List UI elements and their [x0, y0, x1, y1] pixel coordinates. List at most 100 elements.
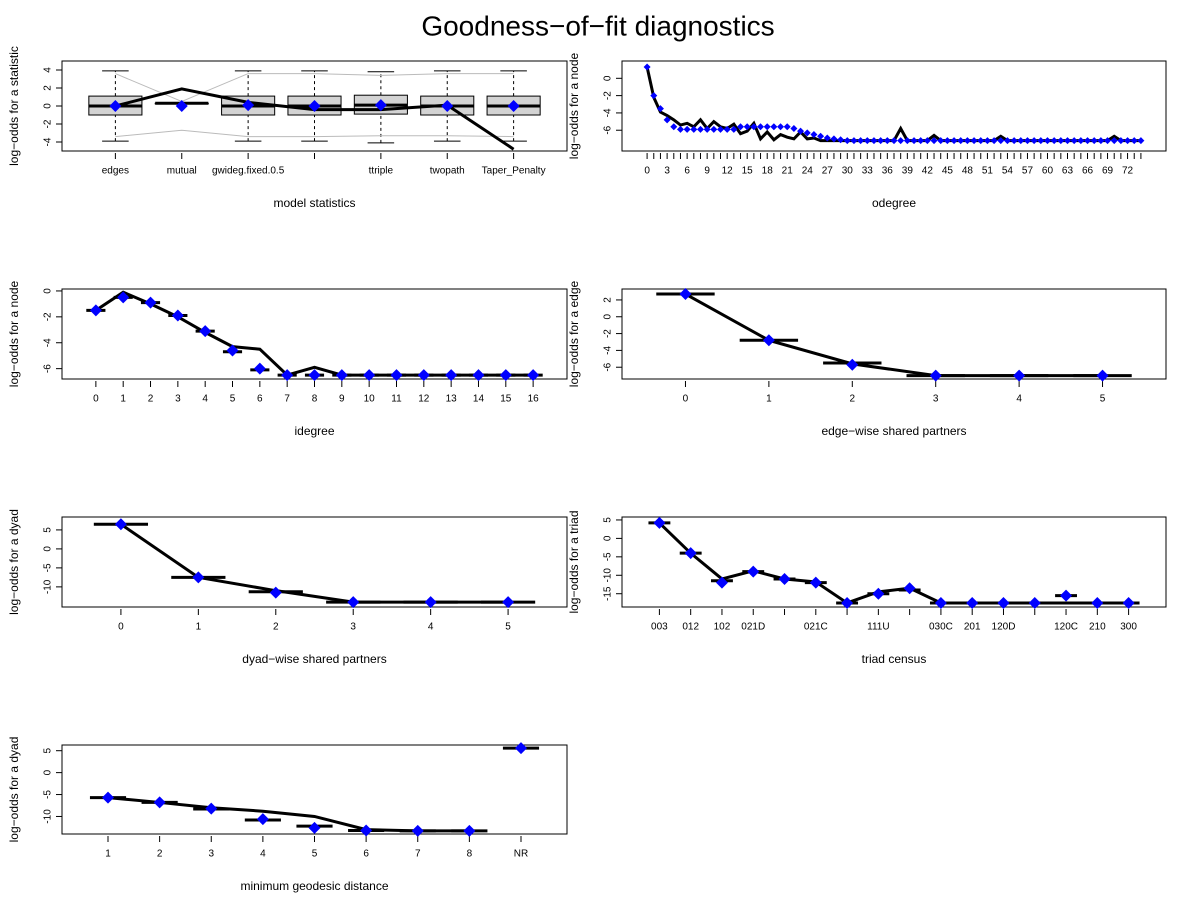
- y-axis-label: log−odds for a edge: [567, 280, 581, 387]
- observed-point: [650, 92, 658, 100]
- observed-point: [715, 576, 728, 589]
- x-tick-label: 5: [230, 394, 236, 405]
- observed-point: [957, 137, 965, 145]
- observed-point: [823, 134, 831, 142]
- observed-point: [1017, 137, 1025, 145]
- observed-point: [114, 518, 127, 531]
- x-tick-label: 2: [148, 394, 154, 405]
- x-tick-label: 2: [273, 622, 279, 633]
- x-tick-label: 1: [766, 394, 772, 405]
- observed-point: [997, 596, 1010, 609]
- observed-point: [670, 123, 678, 131]
- x-tick-label: 4: [428, 622, 434, 633]
- y-tick-label: -2: [603, 329, 614, 338]
- y-tick-label: -10: [43, 579, 54, 594]
- plot-frame: [61, 288, 568, 380]
- x-tick-label: 39: [902, 166, 914, 177]
- observed-point: [347, 596, 360, 609]
- observed-point: [817, 132, 825, 140]
- x-axis-label: dyad−wise shared partners: [242, 652, 386, 666]
- x-tick-label: 120D: [992, 622, 1016, 633]
- y-tick-label: -10: [43, 809, 54, 824]
- observed-point: [424, 596, 437, 609]
- mean-line: [95, 290, 534, 377]
- x-tick-label: 021D: [741, 622, 765, 633]
- y-tick-label: -4: [43, 338, 54, 347]
- observed-point: [1063, 137, 1071, 145]
- x-tick-label: 120C: [1054, 622, 1078, 633]
- x-tick-label: 15: [742, 166, 754, 177]
- x-tick-label: 24: [802, 166, 814, 177]
- observed-point: [109, 100, 122, 112]
- observed-point: [997, 137, 1005, 145]
- x-tick-label: 030C: [929, 622, 953, 633]
- range-line: [115, 129, 514, 138]
- x-tick-label: 16: [528, 394, 540, 405]
- x-tick-label: 3: [664, 166, 670, 177]
- observed-point: [335, 369, 348, 382]
- x-tick-label: 5: [1100, 394, 1106, 405]
- observed-point: [417, 369, 430, 382]
- observed-point: [830, 135, 838, 143]
- observed-point: [144, 296, 157, 309]
- x-tick-label: 7: [415, 849, 421, 860]
- x-tick-label: 5: [312, 849, 318, 860]
- x-tick-label: 3: [350, 622, 356, 633]
- observed-point: [790, 125, 798, 132]
- observed-point: [374, 99, 387, 112]
- x-tick-label: 18: [762, 166, 774, 177]
- y-tick-label: -15: [603, 586, 614, 601]
- mean-line: [120, 522, 509, 604]
- observed-point: [89, 304, 102, 317]
- x-tick-label: 3: [208, 849, 214, 860]
- x-tick-label: 9: [704, 166, 710, 177]
- x-tick-label: 1: [120, 394, 126, 405]
- x-tick-label: 54: [1002, 166, 1014, 177]
- observed-point: [308, 100, 321, 112]
- x-tick-label: 51: [982, 166, 994, 177]
- observed-point: [843, 137, 851, 145]
- observed-point: [1130, 137, 1138, 145]
- observed-point: [1023, 137, 1031, 145]
- x-tick-label: 0: [683, 394, 689, 405]
- observed-point: [226, 344, 239, 357]
- x-tick-label: gwideg.fixed.0.5: [212, 166, 285, 177]
- y-tick-label: 0: [603, 314, 614, 320]
- y-tick-label: -5: [603, 552, 614, 561]
- x-tick-label: 6: [363, 849, 369, 860]
- x-tick-label: 1: [105, 849, 111, 860]
- x-tick-label: 0: [644, 166, 650, 177]
- observed-point: [463, 824, 476, 837]
- observed-point: [797, 127, 805, 135]
- observed-point: [763, 123, 771, 131]
- observed-point: [717, 125, 725, 133]
- plot-frame: [61, 744, 568, 835]
- x-tick-label: 12: [722, 166, 734, 177]
- x-tick-label: 201: [964, 622, 981, 633]
- observed-point: [676, 125, 684, 133]
- observed-point: [770, 123, 778, 131]
- observed-point: [730, 125, 738, 133]
- observed-point: [1084, 137, 1092, 145]
- x-tick-label: 21: [782, 166, 794, 177]
- observed-point: [192, 571, 205, 584]
- chart-title: Goodness−of−fit diagnostics: [421, 10, 774, 41]
- x-tick-label: 3: [933, 394, 939, 405]
- observed-point: [411, 824, 424, 837]
- x-tick-label: 13: [446, 394, 458, 405]
- plot-frame: [621, 516, 1167, 608]
- plot-frame: [61, 516, 568, 608]
- observed-point: [205, 802, 218, 815]
- observed-point: [1057, 137, 1065, 145]
- x-tick-label: 14: [473, 394, 485, 405]
- observed-point: [703, 125, 711, 133]
- observed-point: [527, 369, 540, 382]
- x-tick-label: edges: [102, 166, 129, 177]
- observed-point: [750, 123, 758, 131]
- y-tick-label: -2: [603, 91, 614, 100]
- observed-point: [903, 582, 916, 595]
- y-tick-label: 4: [43, 67, 54, 73]
- x-tick-label: 36: [882, 166, 894, 177]
- x-axis-label: triad census: [862, 652, 927, 666]
